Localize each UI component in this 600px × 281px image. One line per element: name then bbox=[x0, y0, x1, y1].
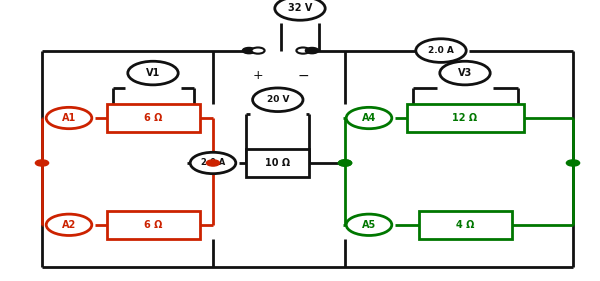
Text: 20 V: 20 V bbox=[266, 95, 289, 104]
Text: 6 Ω: 6 Ω bbox=[144, 220, 162, 230]
Circle shape bbox=[128, 61, 178, 85]
Text: −: − bbox=[297, 69, 309, 83]
Circle shape bbox=[305, 47, 319, 54]
Circle shape bbox=[253, 88, 303, 112]
Circle shape bbox=[338, 160, 352, 166]
Text: V1: V1 bbox=[146, 68, 160, 78]
Text: A5: A5 bbox=[362, 220, 376, 230]
Circle shape bbox=[275, 0, 325, 20]
FancyBboxPatch shape bbox=[419, 211, 511, 239]
Circle shape bbox=[206, 160, 220, 166]
Text: A2: A2 bbox=[62, 220, 76, 230]
Circle shape bbox=[190, 152, 236, 174]
Text: 12 Ω: 12 Ω bbox=[452, 113, 478, 123]
Text: 2.0 A: 2.0 A bbox=[428, 46, 454, 55]
Text: 6 Ω: 6 Ω bbox=[144, 113, 162, 123]
Circle shape bbox=[440, 61, 490, 85]
Text: 4 Ω: 4 Ω bbox=[456, 220, 474, 230]
FancyBboxPatch shape bbox=[107, 104, 199, 132]
Circle shape bbox=[242, 47, 256, 54]
FancyBboxPatch shape bbox=[407, 104, 523, 132]
FancyBboxPatch shape bbox=[107, 211, 199, 239]
Text: +: + bbox=[253, 69, 263, 82]
Circle shape bbox=[346, 214, 392, 235]
Circle shape bbox=[296, 47, 310, 54]
Circle shape bbox=[416, 39, 466, 62]
Circle shape bbox=[251, 47, 265, 54]
Circle shape bbox=[346, 107, 392, 129]
Circle shape bbox=[35, 160, 49, 166]
Circle shape bbox=[566, 160, 580, 166]
Text: 32 V: 32 V bbox=[288, 3, 312, 13]
Circle shape bbox=[338, 160, 352, 166]
Text: A4: A4 bbox=[362, 113, 376, 123]
Text: 2.0 A: 2.0 A bbox=[201, 158, 225, 167]
Text: 10 Ω: 10 Ω bbox=[265, 158, 290, 168]
Text: V3: V3 bbox=[458, 68, 472, 78]
Circle shape bbox=[46, 214, 92, 235]
Text: A1: A1 bbox=[62, 113, 76, 123]
Circle shape bbox=[46, 107, 92, 129]
FancyBboxPatch shape bbox=[247, 149, 310, 177]
